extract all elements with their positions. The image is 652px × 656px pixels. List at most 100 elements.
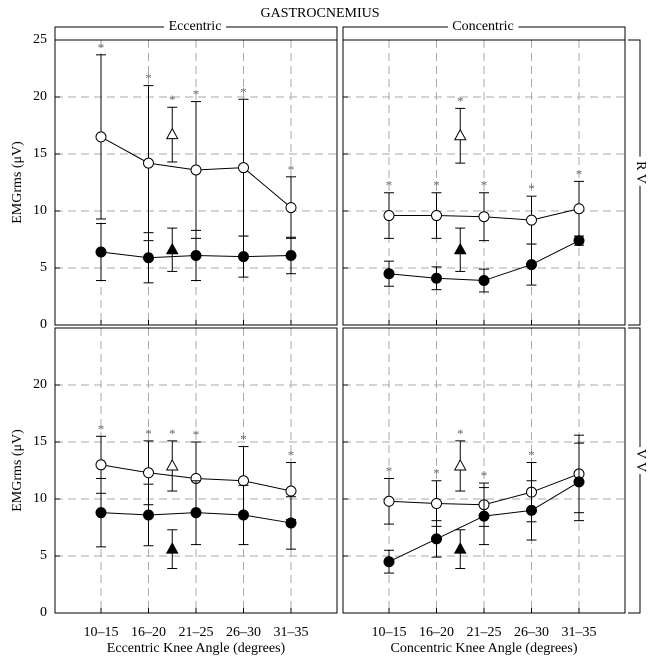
y-tick-label: 5 <box>40 548 47 563</box>
x-axis-label: Eccentric Knee Angle (degrees) <box>107 641 286 656</box>
chart-title: GASTROCNEMIUS <box>260 6 379 21</box>
data-point <box>573 476 585 488</box>
data-point <box>285 249 297 261</box>
significance-mark: * <box>528 181 535 196</box>
data-point <box>431 210 442 222</box>
significance-mark: * <box>193 87 200 102</box>
significance-mark: * <box>288 448 295 463</box>
data-point <box>95 507 107 519</box>
significance-mark: * <box>481 178 488 193</box>
data-point <box>478 510 490 522</box>
reference-point <box>453 458 467 471</box>
data-point <box>95 459 107 471</box>
significance-mark: * <box>576 166 583 181</box>
significance-mark: * <box>169 92 176 107</box>
x-tick-label: 16–20 <box>131 625 166 640</box>
row-bracket <box>628 327 641 614</box>
data-point <box>383 268 395 280</box>
row-bracket <box>628 39 641 326</box>
data-point <box>431 272 442 284</box>
y-tick-label: 20 <box>33 377 47 392</box>
data-point <box>431 533 442 545</box>
y-axis-label: EMGrms (μV) <box>10 429 25 512</box>
significance-mark: * <box>240 84 247 99</box>
reference-point <box>165 458 179 471</box>
data-point <box>238 475 249 487</box>
y-tick-label: 20 <box>33 89 47 104</box>
y-tick-label: 10 <box>33 203 47 218</box>
y-tick-label: 25 <box>33 32 47 47</box>
significance-mark: * <box>169 426 176 441</box>
significance-mark: * <box>98 40 105 55</box>
significance-mark: * <box>145 426 152 441</box>
row-label: V V <box>633 449 648 472</box>
reference-point <box>165 242 179 255</box>
data-point <box>238 509 249 521</box>
reference-point <box>165 542 179 554</box>
data-point <box>143 157 154 169</box>
x-tick-label: 21–25 <box>179 625 214 640</box>
data-point <box>478 275 490 287</box>
data-point <box>190 164 202 176</box>
significance-mark: * <box>386 463 393 478</box>
significance-mark: * <box>433 466 440 481</box>
significance-mark: * <box>481 468 488 483</box>
data-point <box>143 252 154 264</box>
data-point <box>573 235 585 247</box>
y-tick-label: 15 <box>33 434 47 449</box>
data-point <box>143 509 154 521</box>
significance-mark: * <box>145 71 152 86</box>
data-point <box>285 485 297 497</box>
reference-point <box>453 128 467 141</box>
reference-point <box>453 242 467 255</box>
reference-point <box>165 127 179 140</box>
data-point <box>526 504 537 516</box>
x-tick-label: 31–35 <box>562 625 597 640</box>
column-label: Concentric <box>452 19 513 34</box>
data-point <box>526 214 537 226</box>
data-point <box>478 211 490 223</box>
x-tick-label: 10–15 <box>84 625 119 640</box>
column-label: Eccentric <box>169 19 222 34</box>
significance-mark: * <box>288 162 295 177</box>
x-tick-label: 31–35 <box>274 625 309 640</box>
x-tick-label: 16–20 <box>419 625 454 640</box>
data-point <box>285 517 297 529</box>
x-tick-label: 26–30 <box>226 625 261 640</box>
data-point <box>190 249 202 261</box>
data-point <box>95 131 107 143</box>
y-tick-label: 5 <box>40 260 47 275</box>
data-point <box>238 251 249 263</box>
significance-mark: * <box>433 178 440 193</box>
data-point <box>573 203 585 215</box>
significance-mark: * <box>240 432 247 447</box>
significance-mark: * <box>457 426 464 441</box>
y-tick-label: 0 <box>40 317 47 332</box>
data-point <box>383 556 395 568</box>
y-tick-label: 15 <box>33 146 47 161</box>
x-tick-label: 26–30 <box>514 625 549 640</box>
reference-point <box>453 542 467 554</box>
data-point <box>143 467 154 479</box>
x-axis-label: Concentric Knee Angle (degrees) <box>391 641 578 656</box>
data-point <box>95 246 107 258</box>
data-point <box>238 162 249 174</box>
significance-mark: * <box>193 427 200 442</box>
y-tick-label: 0 <box>40 605 47 620</box>
significance-mark: * <box>457 93 464 108</box>
data-point <box>383 495 395 507</box>
data-point <box>526 259 537 271</box>
y-axis-label: EMGrms (μV) <box>10 141 25 224</box>
significance-mark: * <box>386 178 393 193</box>
row-label: R V <box>633 161 648 184</box>
column-bracket <box>54 26 338 40</box>
column-bracket <box>342 26 626 40</box>
data-point <box>285 202 297 214</box>
x-tick-label: 21–25 <box>467 625 502 640</box>
data-point <box>190 507 202 519</box>
y-tick-label: 10 <box>33 491 47 506</box>
significance-mark: * <box>528 448 535 463</box>
x-tick-label: 10–15 <box>372 625 407 640</box>
data-point <box>383 210 395 222</box>
